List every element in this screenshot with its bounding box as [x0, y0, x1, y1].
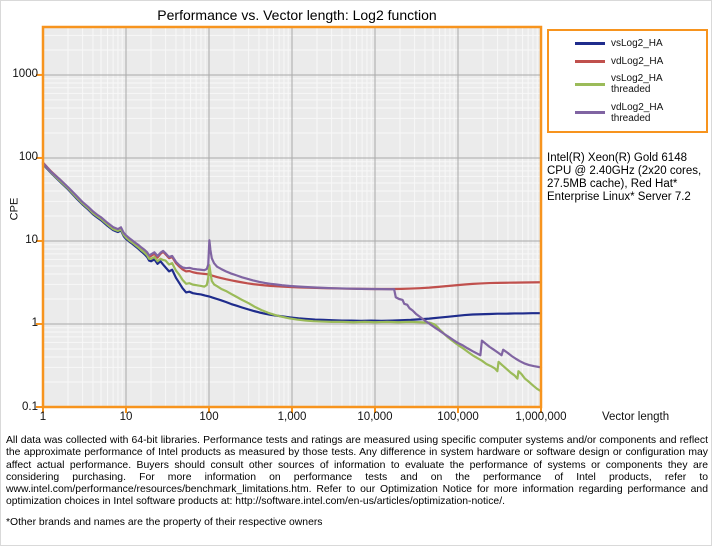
legend-line-swatch [575, 111, 605, 115]
legend-label: vdLog2_HA [611, 55, 664, 67]
y-tick-label: 1000 [12, 68, 38, 81]
legend-item: vsLog2_HA threaded [575, 73, 704, 95]
x-tick-label: 10,000 [357, 411, 393, 423]
disclaimer-text: All data was collected with 64-bit libra… [6, 435, 708, 508]
legend-line-swatch [575, 42, 605, 46]
legend-item: vdLog2_HA [575, 56, 704, 67]
y-tick-label: 10 [25, 234, 38, 247]
x-tick-label: 100,000 [437, 411, 479, 423]
y-axis-title: CPE [8, 197, 21, 221]
series-line [41, 162, 543, 393]
legend-label: vsLog2_HA threaded [611, 73, 663, 96]
legend-label: vsLog2_HA [611, 38, 663, 50]
x-tick-label: 1,000,000 [515, 411, 567, 423]
legend-item: vdLog2_HA threaded [575, 102, 704, 124]
chart-title: Performance vs. Vector length: Log2 func… [157, 7, 437, 23]
legend-line-swatch [575, 59, 605, 63]
x-axis-title: Vector length [602, 411, 670, 423]
footnote-text: *Other brands and names are the property… [6, 517, 323, 528]
legend-line-swatch [575, 82, 605, 86]
legend-item: vsLog2_HA [575, 38, 704, 49]
x-tick-label: 1 [39, 411, 47, 423]
system-info-note: Intel(R) Xeon(R) Gold 6148 CPU @ 2.40GHz… [547, 152, 702, 203]
x-tick-label: 10 [119, 411, 133, 423]
y-tick-label: 0.1 [22, 400, 38, 413]
legend-label: vdLog2_HA threaded [611, 101, 663, 124]
plot-area-svg [36, 25, 543, 413]
y-tick-label: 100 [18, 151, 38, 164]
legend: vsLog2_HA vdLog2_HA vsLog2_HA threaded vdLo… [547, 29, 708, 133]
series-line [41, 161, 543, 369]
y-tick-label: 1 [31, 317, 38, 330]
x-tick-label: 1,000 [277, 411, 307, 423]
x-tick-label: 100 [199, 411, 219, 423]
